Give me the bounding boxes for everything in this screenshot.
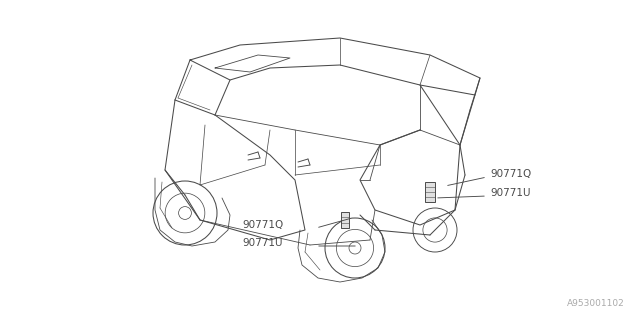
- Text: 90771U: 90771U: [490, 188, 531, 198]
- Text: 90771Q: 90771Q: [242, 220, 284, 230]
- FancyBboxPatch shape: [425, 182, 435, 202]
- Text: 90771Q: 90771Q: [490, 169, 531, 179]
- Text: A953001102: A953001102: [567, 299, 625, 308]
- Text: 90771U: 90771U: [242, 238, 282, 248]
- FancyBboxPatch shape: [341, 212, 349, 228]
